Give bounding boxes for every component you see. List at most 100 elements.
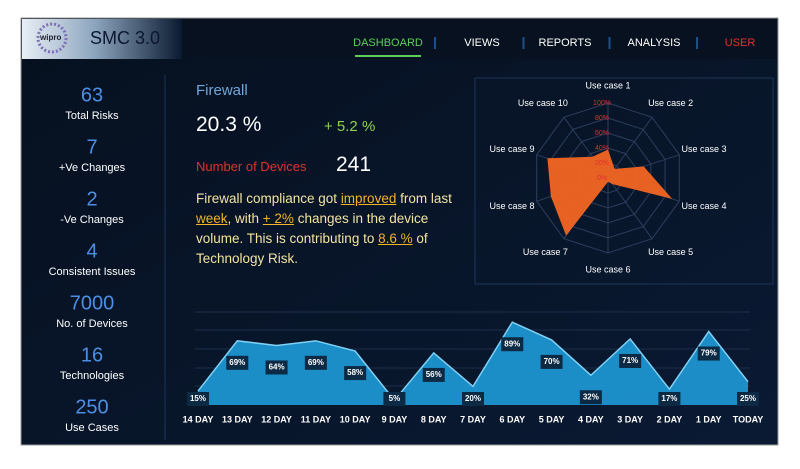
firewall-panel: Firewall 20.3 % + 5.2 % Number of Device… — [196, 82, 466, 269]
text: of Technology Risk. — [196, 231, 428, 266]
x-tick-label: 11 DAY — [301, 414, 331, 424]
value-label: 5% — [389, 394, 401, 403]
category-label: Use case 4 — [681, 201, 726, 211]
label-box — [540, 354, 563, 369]
nav-item[interactable]: ANALYSIS — [628, 37, 681, 49]
value-label: 17% — [661, 394, 677, 403]
category-label: Use case 7 — [523, 247, 568, 257]
stat-value: 2 — [86, 188, 97, 210]
x-tick-label: 10 DAY — [340, 414, 371, 424]
stat-label: Use Cases — [65, 422, 119, 434]
logo-mark — [36, 22, 68, 54]
value-label: 70% — [544, 357, 560, 366]
x-tick-label: 5 DAY — [539, 414, 565, 424]
stat-value: 7000 — [70, 292, 115, 314]
highlight: + 2% — [262, 211, 294, 226]
r-tick-label: 60% — [595, 130, 609, 137]
category-label: Use case 10 — [518, 98, 568, 108]
stat-value: 4 — [86, 240, 97, 262]
summary: Firewall compliance got improved from la… — [196, 189, 466, 269]
category-label: Use case 9 — [489, 144, 534, 154]
value-label: 79% — [701, 349, 717, 358]
nav-item[interactable]: REPORTS — [539, 37, 592, 49]
category-label: Use case 5 — [648, 247, 693, 257]
text: from last — [396, 191, 452, 206]
panel-title: Firewall — [196, 82, 248, 99]
x-tick-label: 13 DAY — [222, 414, 253, 424]
x-tick-label: 8 DAY — [421, 414, 447, 424]
x-tick-label: 4 DAY — [578, 414, 604, 424]
value-label: 20% — [465, 394, 481, 403]
label-box — [422, 367, 445, 382]
r-tick-label: 20% — [595, 160, 609, 167]
value-label: 64% — [269, 363, 285, 372]
text: Firewall compliance got — [196, 191, 341, 206]
devices-label: Number of Devices — [196, 159, 307, 174]
stat-value: 7 — [86, 136, 97, 158]
app-title: SMC 3.0 — [90, 28, 160, 48]
category-label: Use case 3 — [681, 144, 726, 154]
nav-item[interactable]: VIEWS — [464, 37, 499, 49]
value-label: 69% — [229, 358, 245, 367]
stat-value: 16 — [81, 344, 103, 366]
category-label: Use case 8 — [489, 201, 534, 211]
label-box — [462, 392, 484, 406]
highlight: improved — [340, 191, 397, 206]
x-tick-label: 2 DAY — [657, 414, 683, 424]
stat-label: No. of Devices — [56, 318, 128, 330]
stat-value: 250 — [75, 396, 108, 418]
stat-label: +Ve Changes — [59, 162, 126, 174]
highlight: week — [196, 211, 228, 226]
label-box — [697, 346, 720, 361]
value-label: 15% — [190, 394, 206, 403]
stat-label: -Ve Changes — [60, 214, 124, 226]
nav-item[interactable]: USER — [725, 37, 756, 49]
x-tick-label: 12 DAY — [261, 414, 292, 424]
spoke — [607, 117, 653, 179]
x-tick-label: 9 DAY — [382, 414, 408, 424]
highlight: 8.6 % — [378, 231, 413, 246]
score-change: + 5.2 % — [324, 118, 376, 135]
score: 20.3 % — [196, 113, 262, 136]
r-tick-label: 100% — [593, 100, 611, 107]
label-box — [226, 355, 249, 370]
radar-area — [547, 149, 673, 236]
value-label: 71% — [622, 356, 638, 365]
label-box — [265, 360, 288, 375]
x-tick-label: 7 DAY — [460, 414, 486, 424]
r-tick-label: 80% — [595, 115, 609, 122]
label-box — [187, 392, 209, 406]
stat-label: Consistent Issues — [49, 266, 136, 278]
value-label: 69% — [308, 358, 324, 367]
grid-ring — [564, 132, 652, 224]
value-label: 56% — [426, 370, 442, 379]
area — [198, 322, 748, 405]
label-box — [304, 355, 327, 370]
grid-ring — [536, 102, 680, 254]
label-box — [344, 366, 367, 381]
x-tick-label: TODAY — [733, 414, 764, 424]
category-label: Use case 6 — [585, 264, 630, 274]
stat-label: Total Risks — [65, 110, 119, 122]
x-tick-label: 1 DAY — [696, 414, 722, 424]
text: changes in the device volume. This is co… — [196, 211, 429, 246]
spoke — [607, 177, 653, 239]
x-tick-label: 3 DAY — [617, 414, 643, 424]
stat-label: Technologies — [60, 370, 125, 382]
label-box — [501, 337, 524, 352]
value-label: 25% — [740, 394, 756, 403]
x-tick-label: 14 DAY — [183, 414, 214, 424]
r-tick-label: 40% — [595, 145, 609, 152]
radar-frame — [474, 77, 774, 285]
label-box — [383, 392, 406, 406]
text: , with — [227, 211, 263, 226]
value-label: 89% — [504, 339, 520, 348]
label-box — [658, 392, 681, 406]
value-label: 32% — [583, 392, 599, 401]
area-line — [197, 321, 749, 402]
nav-item[interactable]: DASHBOARD — [353, 37, 423, 49]
x-tick-label: 6 DAY — [499, 414, 525, 424]
label-box — [737, 392, 759, 406]
